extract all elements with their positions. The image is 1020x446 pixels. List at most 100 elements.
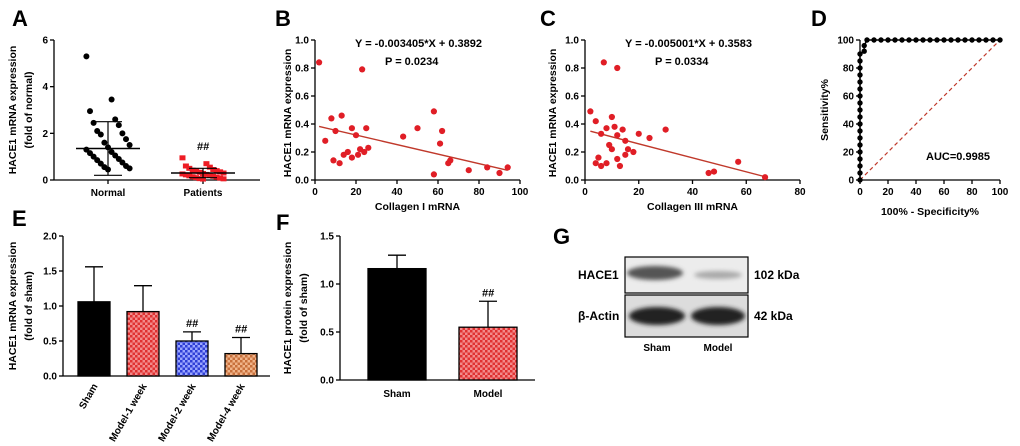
panel-a-patients-point (189, 167, 196, 173)
panel-c-x-tick-label: 80 (794, 187, 806, 198)
panel-e-x-tick-label: Model-2 week (157, 382, 199, 444)
panel-b-point (328, 115, 335, 122)
panel-a-y-tick-label: 6 (42, 36, 48, 47)
panel-d-roc-point (948, 37, 954, 43)
panel-a-normal-point (101, 139, 108, 146)
panel-d-roc-point (927, 37, 933, 43)
panel-d-roc-point (861, 48, 867, 54)
panel-c-y-label: HACE1 mRNA expression (547, 49, 559, 178)
panel-d-roc-point (885, 37, 891, 43)
panel-f-x-tick-label: Model (474, 389, 503, 400)
panel-d-x-tick-label: 100 (992, 187, 1009, 198)
panel-c-point (603, 160, 610, 167)
panel-d-roc-point (857, 156, 863, 162)
panel-f-y-label: HACE1 protein expression (282, 242, 294, 374)
panel-d-roc-point (857, 149, 863, 155)
panel-d-roc-point (857, 65, 863, 71)
panel-f-chart: 0.0 0.5 1.0 1.5 HACE1 protein expression (fol… (282, 232, 535, 400)
panel-d-roc-point (857, 142, 863, 148)
panel-a-patients-point (206, 172, 213, 178)
panel-c-point (619, 126, 626, 133)
panel-e-bar (175, 340, 209, 377)
panel-b-x-tick-label: 0 (312, 187, 318, 198)
panel-b-point (354, 151, 362, 158)
panel-c-point (710, 168, 718, 175)
panel-b-y-label: HACE1 mRNA expression (282, 49, 294, 178)
panel-d-chart: 0 20 40 60 80 100 0 20 40 60 80 100 Sensitivity% 100%… (819, 36, 1009, 219)
panel-a-patients-point (189, 174, 196, 180)
panel-c-point (600, 59, 607, 66)
panel-b-point (439, 127, 446, 135)
panel-d-roc-point (990, 37, 996, 43)
panel-c-y-tick-label: 0.4 (565, 120, 579, 131)
panel-d-roc-point (857, 86, 863, 92)
panel-b-point (332, 127, 339, 135)
panel-b-point (414, 125, 421, 132)
panel-b-point (447, 157, 454, 164)
panel-b-pvalue: P = 0.0234 (385, 56, 439, 68)
panel-d-roc-point (857, 107, 863, 113)
panel-d-x-tick-label: 40 (910, 187, 922, 198)
panel-d-roc-point (857, 163, 863, 169)
panel-a-patients-point (203, 161, 210, 167)
panel-d-x-label: 100% - Specificity% (881, 206, 980, 218)
panel-c-point (630, 148, 637, 156)
panel-c-x-tick-label: 40 (687, 187, 699, 198)
panel-c-point (622, 137, 629, 144)
panel-a-normal-point (90, 119, 97, 126)
panel-d-roc-point (857, 51, 863, 57)
panel-f-y-tick-label: 1.0 (320, 280, 334, 291)
western-blot-panel: HACE1 β-Actin 102 kDa 42 kDa Sham Model (578, 256, 800, 354)
blot-size-actin: 42 kDa (754, 309, 793, 323)
panel-e-significance: ## (235, 324, 248, 336)
panel-a-patients-point (179, 171, 186, 177)
panel-a-patients-point (217, 175, 224, 181)
panel-b-point (465, 167, 472, 174)
panel-d-x-tick-label: 80 (966, 187, 978, 198)
panel-c-regression-line (590, 130, 766, 178)
panel-c-y-tick-label: 0.6 (565, 92, 579, 103)
panel-b-x-tick-label: 80 (473, 187, 485, 198)
panel-f-bar (458, 326, 518, 381)
panel-b-x-tick-label: 60 (432, 187, 444, 198)
panel-a-normal-point (97, 131, 104, 138)
panel-c-point (592, 118, 599, 125)
panel-e-x-tick-label: Model-1 week (108, 382, 150, 444)
panel-e-y-tick-label: 1.5 (43, 267, 57, 278)
panel-d-y-tick-label: 80 (843, 64, 855, 75)
panel-d-roc-point (913, 37, 919, 43)
blot-lane-sham: Sham (643, 343, 670, 354)
panel-label-c: C (540, 6, 556, 31)
panel-label-g: G (553, 224, 570, 249)
panel-d-roc-point (871, 37, 877, 43)
hace1-band-sham (627, 266, 683, 280)
panel-c-y-tick-label: 0.2 (565, 148, 579, 159)
panel-c-point (608, 113, 615, 121)
panel-d-x-tick-label: 60 (938, 187, 950, 198)
panel-c-x-tick-label: 60 (741, 187, 753, 198)
panel-c-chart: 0.0 0.2 0.4 0.6 0.8 1.0 0 20 40 60 80 HACE1 mRNA ex… (547, 36, 806, 214)
panel-a-y-label-2: (fold of normal) (23, 72, 35, 149)
panel-e-y-label-2: (fold of sham) (23, 271, 35, 340)
panel-a-normal-point (112, 116, 119, 123)
panel-c-equation: Y = -0.005001*X + 0.3583 (625, 38, 752, 50)
panel-d-roc-point (878, 37, 884, 43)
panel-c-point (611, 123, 618, 130)
panel-c-point (646, 134, 653, 142)
panel-b-x-tick-label: 40 (391, 187, 403, 198)
panel-a-x-tick-label: Normal (91, 188, 126, 199)
panel-b-point (361, 148, 368, 156)
blot-label-actin: β-Actin (578, 309, 619, 323)
panel-d-roc-point (857, 177, 863, 183)
panel-a-normal-point (126, 165, 133, 172)
panel-c-point (735, 158, 742, 165)
panel-b-point (322, 137, 329, 144)
panel-e-y-tick-label: 1.0 (43, 302, 57, 313)
panel-c-point (595, 154, 602, 161)
panel-a-patients-point (182, 163, 189, 169)
panel-c-point (608, 146, 615, 153)
panel-a-normal-point (87, 108, 93, 115)
panel-b-point (436, 140, 444, 147)
panel-d-roc-point (934, 37, 940, 43)
